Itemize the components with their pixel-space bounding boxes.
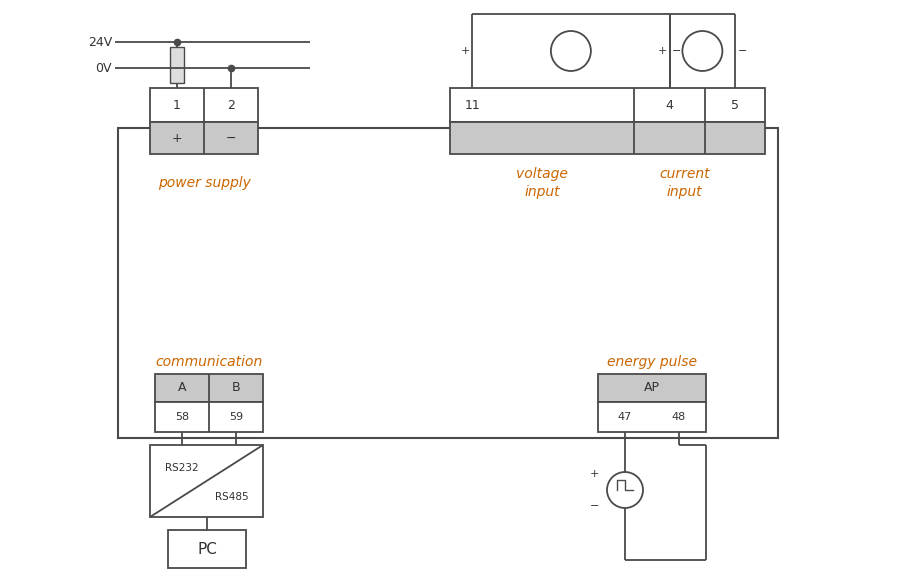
Bar [450, 88, 765, 122]
Bar [598, 374, 706, 402]
Text: current: current [660, 167, 710, 181]
Text: 24V: 24V [88, 36, 112, 48]
Bar [598, 402, 706, 432]
Text: voltage: voltage [517, 167, 568, 181]
Text: RS485: RS485 [214, 492, 248, 502]
Text: input: input [667, 185, 703, 199]
Text: −: − [590, 501, 599, 511]
Bar [150, 122, 258, 154]
Text: AP: AP [644, 381, 660, 395]
Text: 58: 58 [175, 412, 189, 422]
Text: 4: 4 [666, 99, 673, 112]
Text: PC: PC [197, 541, 217, 556]
Text: −: − [737, 46, 747, 56]
Text: B: B [231, 381, 240, 395]
Text: +: + [172, 132, 183, 145]
Circle shape [551, 31, 591, 71]
Bar [168, 530, 246, 568]
Text: 11: 11 [464, 99, 480, 112]
Text: 59: 59 [229, 412, 243, 422]
Bar [150, 88, 258, 122]
Bar [155, 402, 263, 432]
Text: A: A [178, 381, 186, 395]
Text: +: + [461, 46, 470, 56]
Circle shape [682, 31, 723, 71]
Text: energy pulse: energy pulse [607, 355, 697, 369]
Text: −: − [672, 46, 681, 56]
Text: 0V: 0V [95, 62, 112, 74]
Text: 47: 47 [618, 412, 632, 422]
Text: 48: 48 [672, 412, 686, 422]
Bar [170, 47, 184, 83]
Bar [118, 128, 778, 438]
Text: 5: 5 [731, 99, 739, 112]
Text: +: + [590, 469, 599, 479]
Text: 1: 1 [173, 99, 181, 112]
Bar [155, 374, 263, 402]
Text: RS232: RS232 [165, 463, 199, 473]
Text: input: input [525, 185, 560, 199]
Bar [150, 445, 263, 517]
Text: power supply: power supply [158, 176, 250, 190]
Text: −: − [226, 132, 236, 145]
Text: communication: communication [156, 355, 263, 369]
Text: 2: 2 [227, 99, 235, 112]
Text: +: + [658, 46, 668, 56]
Circle shape [607, 472, 643, 508]
Bar [450, 122, 765, 154]
